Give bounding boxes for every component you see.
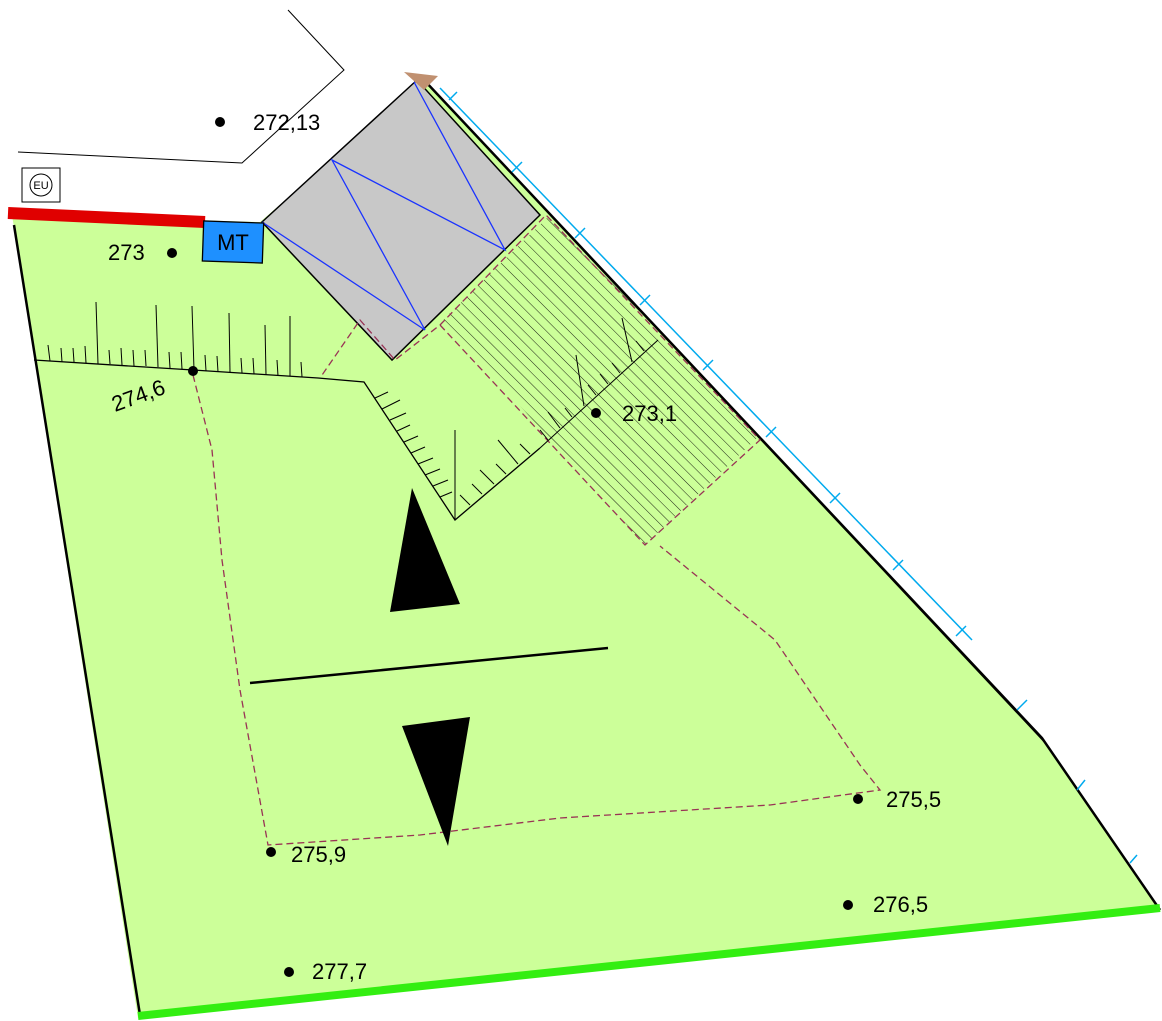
elevation-point-p2: 273 xyxy=(108,240,177,265)
elevation-label: 275,5 xyxy=(886,787,941,812)
retaining-wall xyxy=(33,359,541,521)
bottom-green-boundary xyxy=(137,904,1161,1020)
eu-label: EU xyxy=(33,180,48,192)
neighbor-building-outline xyxy=(17,9,345,164)
slope-arrows-icon xyxy=(249,488,609,846)
mt-marker: MT xyxy=(201,220,265,264)
elevation-point-p1: 272,13 xyxy=(215,110,320,135)
elevation-label: 277,7 xyxy=(312,959,367,984)
top-red-boundary xyxy=(7,207,206,228)
elevation-point-p6: 275,9 xyxy=(266,842,346,867)
corner-marker-icon xyxy=(404,72,438,90)
mt-label: MT xyxy=(217,230,249,255)
building-blue-lines xyxy=(261,81,507,331)
elevation-point-p5: 275,5 xyxy=(853,787,941,812)
eu-marker: EU xyxy=(21,167,61,203)
fence-ticks xyxy=(448,91,1138,864)
elevation-label: 273,1 xyxy=(622,401,677,426)
wall-ticks-hatch xyxy=(539,317,659,449)
elevation-label: 273 xyxy=(108,240,145,265)
elevation-label: 272,13 xyxy=(253,110,320,135)
elevation-label: 275,9 xyxy=(291,842,346,867)
lawn-parcel xyxy=(12,80,1160,1018)
elevation-label: 276,5 xyxy=(873,892,928,917)
elevation-point-p7: 276,5 xyxy=(843,892,928,917)
dashed-lawn-outline xyxy=(192,374,882,846)
wall-ticks-diag xyxy=(374,391,531,520)
left-boundary xyxy=(12,224,142,1016)
fence-line xyxy=(439,87,973,641)
elevation-point-p8: 277,7 xyxy=(284,959,367,984)
right-boundary xyxy=(423,79,1162,911)
elevation-point-p4: 273,1 xyxy=(591,401,677,426)
building-block xyxy=(260,78,542,362)
wall-ticks-left xyxy=(47,301,303,378)
paved-hatch-area xyxy=(443,215,757,545)
